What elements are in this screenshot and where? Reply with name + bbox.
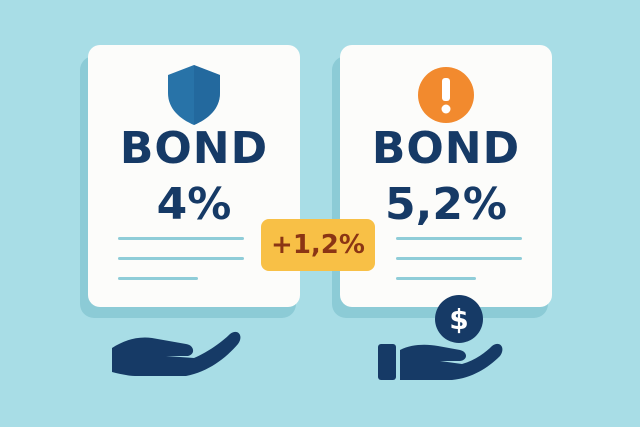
card-rate-left: 4% — [156, 179, 232, 230]
text-line — [396, 237, 522, 240]
bond-card-right: BOND 5,2% — [340, 45, 552, 307]
exclamation-icon — [418, 67, 474, 123]
hand-holding-coin-icon — [378, 343, 503, 380]
card-title-right: BOND — [371, 123, 521, 174]
text-line — [118, 277, 198, 280]
text-line — [118, 237, 244, 240]
rate-difference-badge: +1,2% — [261, 219, 375, 271]
shield-icon — [168, 65, 220, 125]
svg-text:$: $ — [449, 303, 468, 336]
bond-card-left: BOND 4% — [88, 45, 300, 307]
card-title-left: BOND — [119, 123, 269, 174]
open-hand-icon — [112, 331, 241, 376]
text-line — [396, 277, 476, 280]
text-line — [118, 257, 244, 260]
dollar-coin-icon: $ — [435, 295, 483, 343]
text-line — [396, 257, 522, 260]
card-rate-right: 5,2% — [384, 179, 508, 230]
